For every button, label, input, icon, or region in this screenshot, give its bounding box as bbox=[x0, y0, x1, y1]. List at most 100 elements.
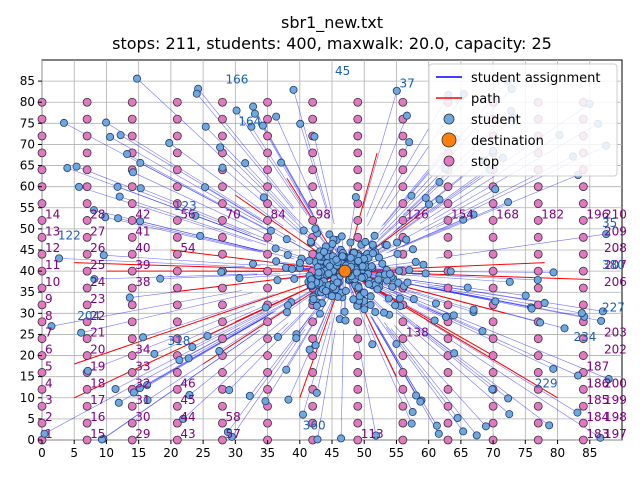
student-marker bbox=[320, 247, 329, 256]
stop-label: 98 bbox=[316, 207, 331, 221]
student-marker bbox=[305, 345, 314, 354]
stop-marker bbox=[578, 418, 588, 428]
stop-marker bbox=[353, 216, 363, 225]
student-marker bbox=[311, 341, 320, 350]
student-marker bbox=[375, 253, 384, 262]
stop-marker bbox=[172, 418, 182, 428]
student-marker bbox=[136, 184, 145, 193]
assignment-line bbox=[101, 329, 261, 440]
stop-marker bbox=[218, 199, 227, 208]
stop-marker bbox=[398, 148, 408, 158]
student-marker bbox=[111, 384, 120, 393]
chart-title: sbr1_new.txt bbox=[281, 13, 383, 33]
assignment-line bbox=[366, 115, 408, 217]
stop-label: 70 bbox=[225, 207, 240, 221]
stop-marker bbox=[443, 418, 453, 428]
y-tick-label: 50 bbox=[20, 222, 35, 236]
stop-marker bbox=[37, 317, 47, 327]
student-marker bbox=[77, 328, 86, 337]
stop-marker bbox=[172, 317, 182, 327]
assignment-line bbox=[139, 311, 274, 389]
y-axis-ticks: 0 5 10 15 20 25 30 35 40 45 50 55 60 65 70 75 80 85 bbox=[20, 74, 42, 447]
stop-marker bbox=[218, 368, 227, 377]
stop-label: 40 bbox=[135, 241, 150, 255]
stop-marker bbox=[533, 232, 543, 242]
student-marker bbox=[179, 414, 188, 423]
stop-label: 18 bbox=[90, 376, 105, 390]
legend-swatch bbox=[443, 155, 455, 167]
assignment-line bbox=[133, 313, 272, 393]
stop-marker bbox=[172, 182, 182, 192]
stop-label: 54 bbox=[180, 241, 195, 255]
stop-marker bbox=[308, 418, 318, 428]
stop-marker bbox=[263, 351, 272, 360]
student-marker bbox=[282, 235, 291, 244]
stop-marker bbox=[578, 182, 588, 192]
assignment-line bbox=[251, 126, 313, 221]
stop-label: 8 bbox=[45, 309, 53, 323]
stop-marker bbox=[308, 114, 318, 124]
assignment-line bbox=[119, 196, 267, 246]
student-marker bbox=[314, 268, 323, 277]
student-marker bbox=[405, 138, 414, 147]
assignment-line bbox=[437, 308, 609, 380]
stop-marker bbox=[37, 165, 47, 175]
stop-marker bbox=[82, 266, 92, 276]
student-marker bbox=[431, 299, 440, 308]
student-marker bbox=[40, 429, 49, 438]
student-marker bbox=[273, 276, 282, 285]
student-marker bbox=[412, 391, 421, 400]
stop-marker bbox=[398, 165, 408, 175]
student-marker bbox=[97, 435, 106, 444]
stop-label: 200 bbox=[604, 376, 627, 390]
stop-label: 196 bbox=[586, 207, 609, 221]
assignment-line bbox=[154, 299, 279, 355]
stop-marker bbox=[82, 114, 92, 124]
stop-marker bbox=[82, 216, 92, 225]
assignment-line bbox=[44, 327, 240, 434]
stop-label: 138 bbox=[406, 326, 429, 340]
assignment-line bbox=[140, 187, 274, 243]
assignment-line bbox=[197, 88, 294, 208]
stop-label: 154 bbox=[451, 207, 474, 221]
stop-marker bbox=[172, 97, 182, 107]
x-tick-label: 25 bbox=[195, 446, 210, 460]
stop-marker bbox=[218, 401, 227, 411]
assignment-line bbox=[362, 90, 398, 209]
stop-label: 209 bbox=[604, 224, 627, 238]
student-marker bbox=[527, 304, 536, 313]
point-labels: 1234567891011121314151617181920212223242… bbox=[45, 64, 627, 441]
student-marker bbox=[284, 395, 293, 404]
student-marker bbox=[382, 240, 391, 249]
student-marker bbox=[577, 309, 586, 318]
stop-marker bbox=[533, 401, 543, 411]
stop-marker bbox=[398, 368, 408, 377]
stop-label: 1 bbox=[45, 427, 53, 441]
stop-marker bbox=[82, 300, 92, 310]
stop-marker bbox=[218, 249, 227, 259]
stop-label: 208 bbox=[604, 241, 627, 255]
assignment-line bbox=[426, 174, 579, 238]
stop-marker bbox=[82, 199, 92, 208]
student-marker bbox=[156, 274, 165, 283]
stop-marker bbox=[127, 249, 137, 259]
student-marker bbox=[391, 301, 400, 310]
student-marker bbox=[89, 206, 98, 215]
student-marker bbox=[332, 255, 341, 264]
legend-label: path bbox=[471, 92, 501, 107]
stop-marker bbox=[443, 435, 453, 445]
path-line bbox=[344, 262, 545, 272]
student-marker bbox=[403, 278, 412, 287]
assignment-line bbox=[390, 328, 477, 436]
student-marker bbox=[248, 259, 257, 268]
stop-label: 182 bbox=[541, 207, 564, 221]
y-tick-label: 80 bbox=[20, 95, 35, 109]
student-marker bbox=[361, 237, 370, 246]
stop-marker bbox=[127, 266, 137, 276]
assignment-line bbox=[288, 315, 326, 400]
student-marker bbox=[560, 324, 569, 333]
x-axis-ticks: 0 5 10 15 20 25 30 35 40 45 50 55 60 65 70 75 80 85 bbox=[38, 440, 597, 460]
stop-marker bbox=[263, 199, 272, 208]
stop-marker bbox=[443, 232, 453, 242]
stop-marker bbox=[353, 182, 363, 192]
